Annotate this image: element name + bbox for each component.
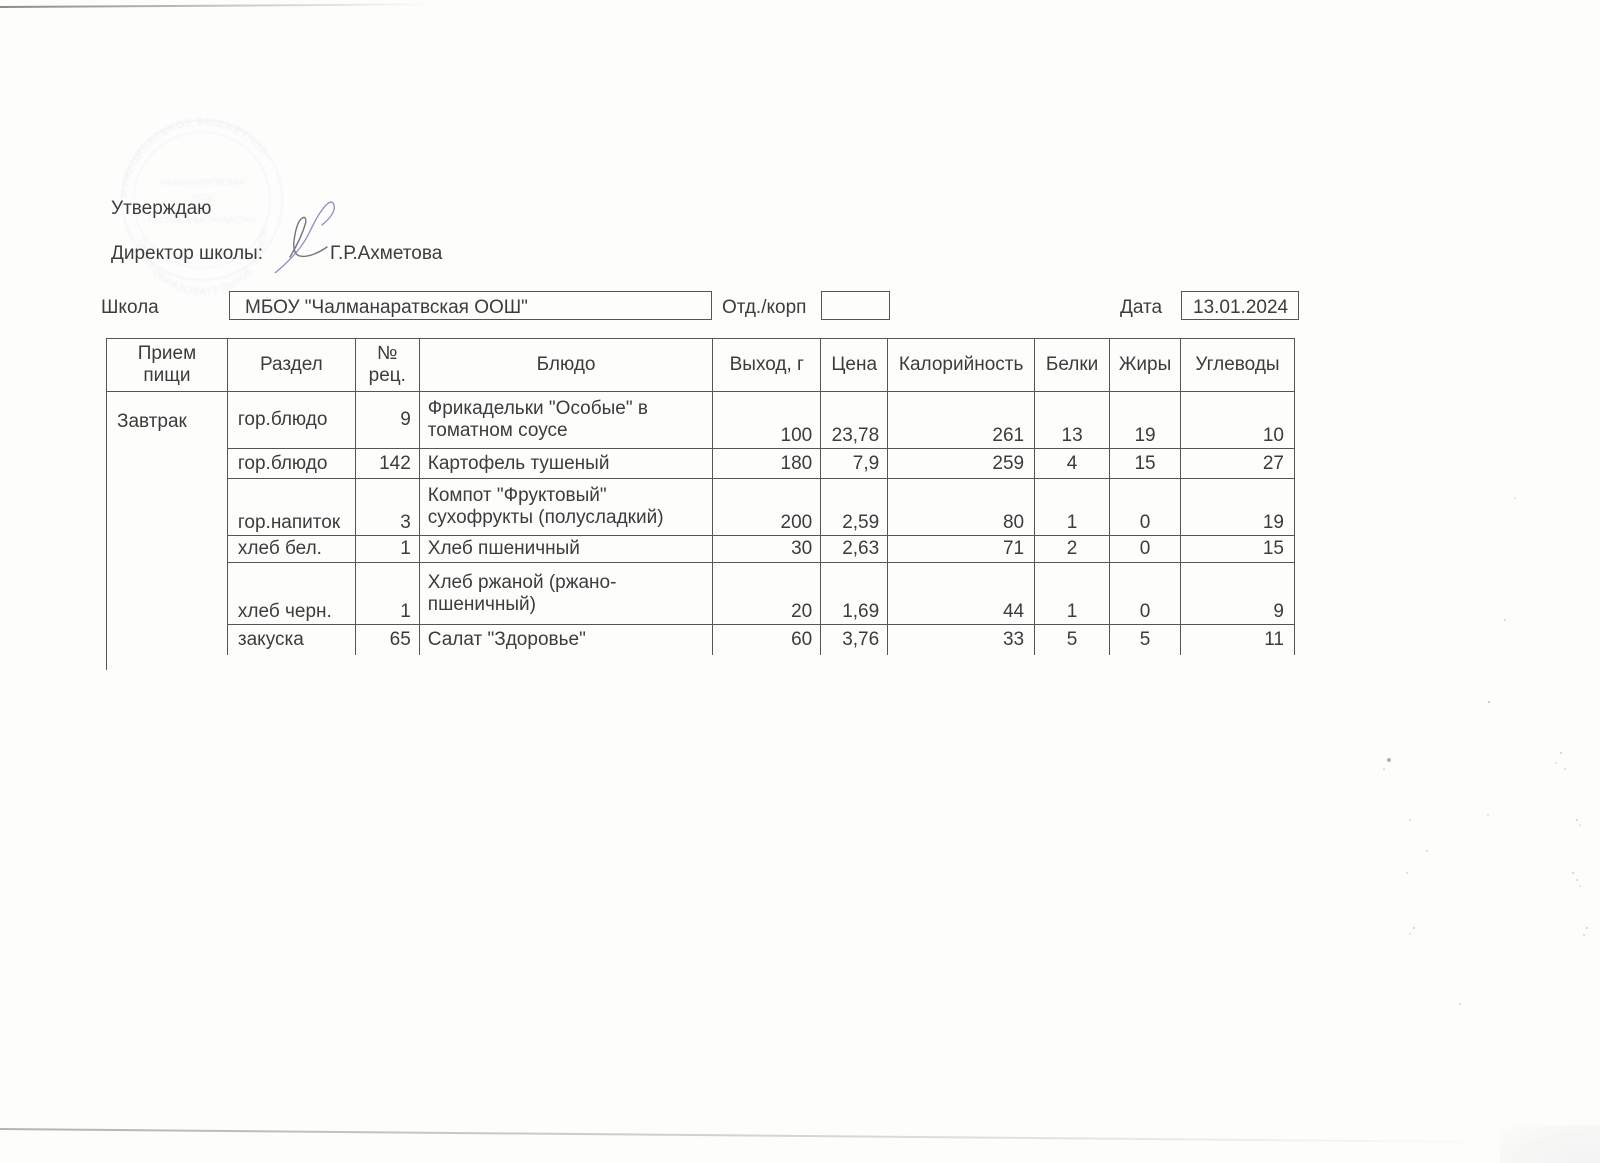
svg-text:ЧАЛМАНАРАТВСКАЯ: ЧАЛМАНАРАТВСКАЯ [159, 177, 244, 187]
